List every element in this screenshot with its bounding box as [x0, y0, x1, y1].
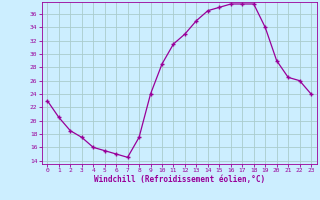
X-axis label: Windchill (Refroidissement éolien,°C): Windchill (Refroidissement éolien,°C): [94, 175, 265, 184]
